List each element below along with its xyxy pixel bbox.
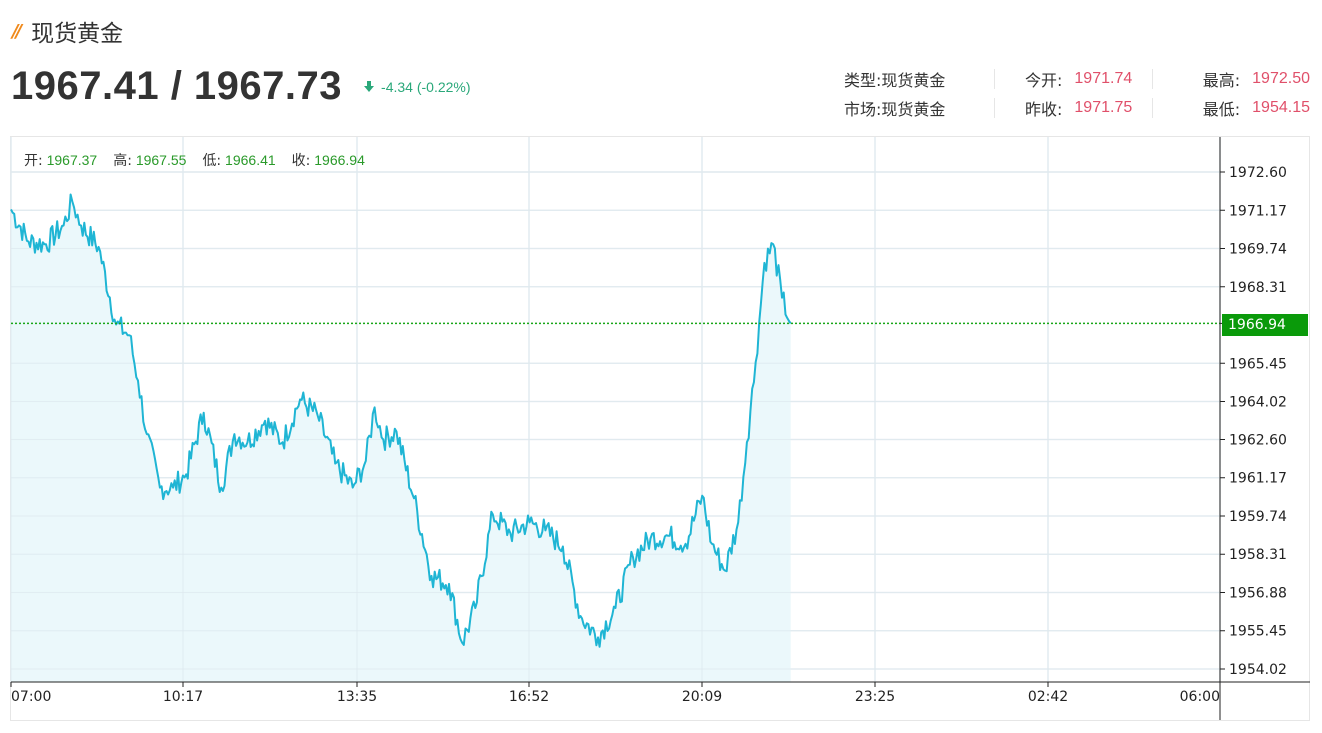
- stat-prev-close: 昨收: 1971.75: [995, 96, 1152, 120]
- x-tick-label: 02:42: [1028, 689, 1068, 705]
- divider: [994, 97, 995, 118]
- stats-row-2: 市场: 现货黄金 昨收: 1971.75 最低: 1954.15: [844, 93, 1310, 122]
- stat-type-label: 类型:: [844, 70, 882, 90]
- x-tick-label: 20:09: [682, 689, 722, 705]
- price-change: -4.34 (-0.22%): [364, 78, 471, 95]
- divider: [1152, 68, 1153, 89]
- y-tick-label: 1965.45: [1229, 356, 1287, 372]
- stats-row-1: 类型: 现货黄金 今开: 1971.74 最高: 1972.50: [844, 64, 1310, 93]
- ohlc-close: 收: 1966.94: [292, 150, 365, 170]
- y-tick-label: 1959.74: [1229, 509, 1287, 525]
- stat-low-label: 最低:: [1202, 99, 1241, 119]
- stat-market-label: 市场:: [844, 99, 882, 119]
- ohlc-high-value: 1967.55: [135, 152, 187, 168]
- price-row: 1967.41 / 1967.73 -4.34 (-0.22%): [11, 64, 471, 109]
- y-tick-label: 1971.17: [1229, 203, 1287, 219]
- ohlc-close-label: 收:: [291, 153, 311, 169]
- ohlc-legend: 开: 1967.37 高: 1967.55 低: 1966.41 收: 1966…: [24, 150, 381, 170]
- x-tick-label: 23:25: [855, 689, 895, 705]
- divider: [1152, 97, 1153, 118]
- stat-type: 类型: 现货黄金: [844, 67, 994, 91]
- stat-open-value: 1971.74: [1074, 69, 1133, 87]
- x-tick-label: 07:00: [11, 689, 51, 705]
- stat-open: 今开: 1971.74: [995, 67, 1152, 91]
- stat-high-value: 1972.50: [1252, 69, 1310, 87]
- ohlc-low-value: 1966.41: [225, 152, 276, 168]
- arrow-down-icon: [364, 80, 375, 92]
- page-title: 现货黄金: [31, 21, 124, 47]
- x-tick-label: 16:52: [509, 689, 549, 705]
- y-tick-label: 1955.45: [1229, 624, 1287, 640]
- price-change-value: -4.34 (-0.22%): [381, 78, 471, 95]
- stat-low: 最低: 1954.15: [1153, 96, 1310, 120]
- title-mark-icon: //: [12, 20, 22, 42]
- ohlc-open-label: 开:: [24, 153, 43, 169]
- ohlc-high-label: 高:: [113, 153, 132, 169]
- y-tick-label: 1969.74: [1229, 242, 1287, 258]
- last-price-badge: 1966.94: [1222, 314, 1308, 336]
- stat-type-value: 现货黄金: [881, 70, 946, 90]
- y-tick-label: 1968.31: [1229, 280, 1287, 296]
- y-tick-label: 1972.60: [1229, 165, 1287, 181]
- stat-low-value: 1954.15: [1252, 98, 1310, 116]
- ohlc-close-value: 1966.94: [314, 152, 365, 168]
- stat-prev-close-label: 昨收:: [1025, 99, 1063, 119]
- stat-high: 最高: 1972.50: [1153, 67, 1310, 91]
- stat-open-label: 今开:: [1025, 70, 1063, 90]
- y-tick-label: 1954.02: [1229, 662, 1287, 678]
- ohlc-low-label: 低:: [202, 153, 222, 169]
- divider: [994, 68, 995, 89]
- stat-market: 市场: 现货黄金: [844, 96, 994, 120]
- bid-ask-price: 1967.41 / 1967.73: [11, 64, 343, 108]
- ohlc-high: 高: 1967.55: [113, 150, 186, 170]
- x-tick-label: 13:35: [337, 689, 377, 705]
- stat-market-value: 现货黄金: [881, 99, 946, 119]
- x-tick-label: 10:17: [163, 689, 203, 705]
- x-tick-label: 06:00: [1180, 689, 1220, 705]
- y-tick-label: 1961.17: [1229, 471, 1287, 487]
- y-tick-label: 1956.88: [1229, 585, 1287, 601]
- y-tick-label: 1964.02: [1229, 395, 1287, 411]
- ohlc-open-value: 1967.37: [46, 152, 98, 168]
- y-tick-label: 1962.60: [1229, 432, 1287, 448]
- price-area: [11, 194, 791, 682]
- ohlc-low: 低: 1966.41: [202, 150, 275, 170]
- ohlc-open: 开: 1967.37: [24, 150, 97, 170]
- y-tick-label: 1958.31: [1229, 547, 1287, 563]
- title-row: // 现货黄金: [12, 14, 123, 48]
- price-line: [10, 193, 792, 648]
- stats-panel: 类型: 现货黄金 今开: 1971.74 最高: 1972.50 市场: 现货黄…: [844, 64, 1310, 122]
- stat-high-label: 最高:: [1202, 70, 1241, 90]
- stat-prev-close-value: 1971.75: [1074, 98, 1133, 116]
